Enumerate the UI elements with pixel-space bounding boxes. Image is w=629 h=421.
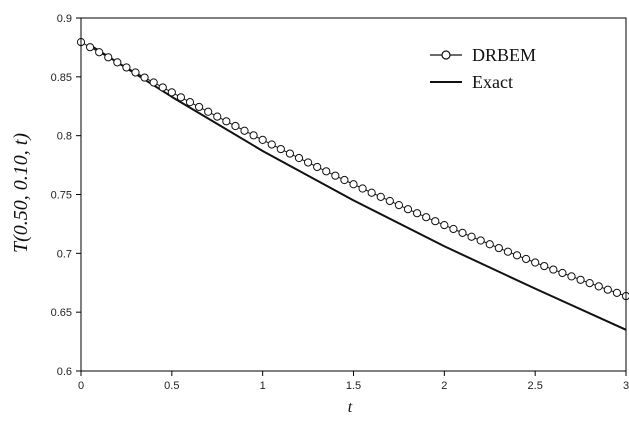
axes: 0 0.5 1 1.5 2 2.5 3 0.6 0.65 0.7 0.75 0.8 0.85 0.9 [51,13,629,392]
x-axis-label: t [348,399,353,416]
series-drbem-point [185,98,195,107]
series-drbem-point [294,153,304,163]
series-drbem-point [113,58,122,67]
series-drbem-point [267,140,276,149]
series-drbem-point [231,121,240,131]
series-drbem-point [249,131,258,140]
x-tick-label: 2.5 [528,380,543,392]
series-drbem-point [458,228,467,237]
series-drbem-point [422,213,431,222]
plot-area [76,38,629,331]
series-drbem-point [467,232,476,241]
y-tick-label: 0.65 [51,307,72,319]
series-exact-line [89,44,627,331]
series-drbem-point [176,93,186,102]
series-drbem-point [403,205,413,214]
y-tick-label: 0.85 [51,72,72,84]
legend-exact-label: Exact [472,72,513,92]
series-drbem-point [612,288,622,297]
series-drbem-point [412,209,422,218]
series-drbem-point [204,107,213,116]
x-tick-label: 1 [260,380,266,392]
series-drbem-point [376,192,385,201]
y-tick-label: 0.7 [57,248,72,260]
series-drbem-point [322,167,331,176]
series-drbem-point [276,144,285,154]
series-drbem-point [104,53,113,62]
x-tick-label: 3 [623,380,629,392]
series-drbem-point [431,217,440,226]
series-drbem-point [240,126,249,135]
series-drbem-point [131,68,140,77]
series-drbem-point [285,149,295,158]
x-tick-label: 0 [78,380,84,392]
series-drbem-point [503,247,513,256]
series-drbem-point [213,112,222,121]
series-drbem-point [567,272,576,281]
series-drbem-point [576,275,585,284]
x-tick-label: 1.5 [346,380,361,392]
y-tick-label: 0.9 [57,13,72,25]
series-drbem-point [558,268,567,278]
series-drbem-point [158,83,167,92]
series-drbem-point [222,117,231,126]
series-drbem-point [521,254,531,264]
series-drbem-point [194,102,204,112]
y-tick-label: 0.6 [57,366,72,378]
series-drbem-point [603,285,612,294]
series-drbem-point [258,135,267,144]
series-drbem-point [349,180,358,189]
series-drbem-point [476,236,485,245]
y-tick-label: 0.8 [57,131,72,143]
series-drbem-point [122,63,131,72]
series-drbem-point [485,240,494,249]
series-drbem-point [95,48,104,57]
series-drbem-point [140,73,149,82]
x-tick-label: 2 [441,380,447,392]
series-drbem-point [449,224,458,234]
series-drbem-point [85,43,95,52]
legend-drbem-marker [441,50,451,60]
series-drbem-point [394,200,404,210]
y-tick-label: 0.75 [51,190,72,202]
series-drbem-point [367,188,376,197]
series-drbem-point [494,243,503,253]
series-drbem-point [358,184,367,193]
series-drbem-point [149,78,158,87]
series-drbem-point [440,220,449,230]
x-tick-label: 0.5 [164,380,179,392]
series-drbem-point [549,265,558,274]
series-drbem-point [303,158,313,167]
legend-drbem-label: DRBEM [472,45,536,65]
series-drbem-point [385,196,394,206]
series-drbem-point [340,175,349,185]
legend: DRBEM Exact [430,45,536,92]
series-drbem-point [594,282,603,291]
series-drbem-point [540,261,549,271]
series-drbem-point [167,88,176,97]
y-axis-label: T(0.50, 0.10, t) [10,133,32,253]
series-drbem-point [585,279,594,288]
series-drbem-point [512,251,522,260]
series-drbem-point [531,258,540,267]
series-drbem-point [313,162,322,172]
series-drbem-point [331,171,340,180]
